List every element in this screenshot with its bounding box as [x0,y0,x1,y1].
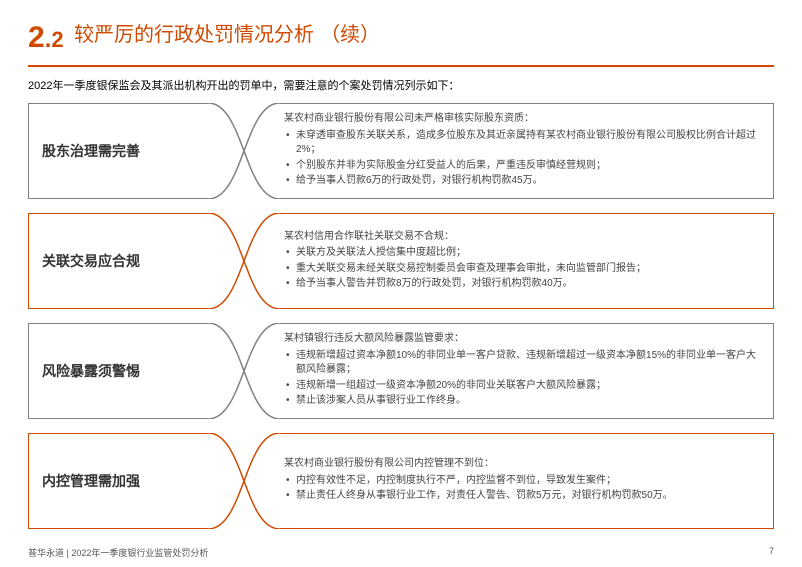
connector [208,433,280,529]
title-cont: （续） [320,18,380,47]
case-bullet: 给予当事人罚款6万的行政处罚，对银行机构罚款45万。 [296,174,762,189]
case-lead: 某农村信用合作联社关联交易不合规： [284,230,762,245]
case-bullet-list: 关联方及关联法人授信集中度超比例；重大关联交易未经关联交易控制委员会审查及理事会… [284,246,762,293]
case-label-text: 风险暴露须警惕 [42,361,140,381]
header: 2.2 较严厉的行政处罚情况分析（续） [0,0,802,61]
case-label: 内控管理需加强 [28,433,208,529]
blocks-container: 股东治理需完善 某农村商业银行股份有限公司未严格审核实际股东资质： 未穿透审查股东关… [28,103,774,529]
case-bullet: 重大关联交易未经关联交易控制委员会审查及理事会审批，未向监管部门报告； [296,262,762,277]
case-content: 某农村商业银行股份有限公司内控管理不到位： 内控有效性不足，内控制度执行不严，内控… [280,433,774,529]
case-label-text: 关联交易应合规 [42,251,140,271]
case-bullet: 禁止该涉案人员从事银行业工作终身。 [296,394,762,409]
case-content: 某农村信用合作联社关联交易不合规：关联方及关联法人授信集中度超比例；重大关联交易… [280,213,774,309]
footer-left: 普华永道 | 2022年一季度银行业监管处罚分析 [28,546,208,559]
case-label: 风险暴露须警惕 [28,323,208,419]
case-block: 风险暴露须警惕 某村镇银行违反大额风险暴露监管要求： 违规新增超过资本净额10%的非… [28,323,774,419]
case-label: 股东治理需完善 [28,103,208,199]
case-bullet-list: 违规新增超过资本净额10%的非同业单一客户贷款、违规新增超过一级资本净额15%的… [284,349,762,410]
case-lead: 某村镇银行违反大额风险暴露监管要求： [284,332,762,347]
case-content-wrap: 某农村商业银行股份有限公司内控管理不到位： 内控有效性不足，内控制度执行不严，内控… [280,433,774,529]
title-main: 较严厉的行政处罚情况分析 [74,18,314,47]
case-label-text: 股东治理需完善 [42,141,140,161]
case-lead: 某农村商业银行股份有限公司未严格审核实际股东资质： [284,112,762,127]
page-number: 7 [769,546,774,559]
footer: 普华永道 | 2022年一季度银行业监管处罚分析 7 [28,546,774,559]
case-block: 内控管理需加强 某农村商业银行股份有限公司内控管理不到位： 内控有效性不足，内控制度… [28,433,774,529]
case-lead: 某农村商业银行股份有限公司内控管理不到位： [284,457,762,472]
case-bullet: 个别股东并非为实际股金分红受益人的后果，严重违反审慎经营规则； [296,159,762,174]
intro-text: 2022年一季度银保监会及其派出机构开出的罚单中，需要注意的个案处罚情况列示如下… [28,77,774,93]
case-bullet: 违规新增超过资本净额10%的非同业单一客户贷款、违规新增超过一级资本净额15%的… [296,349,762,378]
num-major: 2 [28,21,45,54]
header-rule [28,65,774,67]
connector [208,213,280,309]
case-bullet: 给予当事人警告并罚款8万的行政处罚，对银行机构罚款40万。 [296,277,762,292]
case-content: 某农村商业银行股份有限公司未严格审核实际股东资质： 未穿透审查股东关联关系，造成多… [280,103,774,199]
connector [208,323,280,419]
case-bullet-list: 未穿透审查股东关联关系，造成多位股东及其近亲属持有某农村商业银行股份有限公司股权… [284,129,762,190]
case-bullet: 关联方及关联法人授信集中度超比例； [296,246,762,261]
case-bullet: 违规新增一组超过一级资本净额20%的非同业关联客户大额风险暴露； [296,379,762,394]
num-minor: 2 [51,27,63,52]
case-content-wrap: 某农村商业银行股份有限公司未严格审核实际股东资质： 未穿透审查股东关联关系，造成多… [280,103,774,199]
case-bullet: 内控有效性不足，内控制度执行不严，内控监督不到位，导致发生案件； [296,474,762,489]
case-label-text: 内控管理需加强 [42,471,140,491]
case-bullet-list: 内控有效性不足，内控制度执行不严，内控监督不到位，导致发生案件；禁止责任人终身从… [284,474,762,505]
case-bullet: 禁止责任人终身从事银行业工作，对责任人警告、罚款5万元，对银行机构罚款50万。 [296,489,762,504]
section-number: 2.2 [28,21,64,55]
case-bullet: 未穿透审查股东关联关系，造成多位股东及其近亲属持有某农村商业银行股份有限公司股权… [296,129,762,158]
case-block: 关联交易应合规 某农村信用合作联社关联交易不合规：关联方及关联法人授信集中度超比例… [28,213,774,309]
case-block: 股东治理需完善 某农村商业银行股份有限公司未严格审核实际股东资质： 未穿透审查股东关… [28,103,774,199]
case-label: 关联交易应合规 [28,213,208,309]
connector [208,103,280,199]
case-content-wrap: 某村镇银行违反大额风险暴露监管要求： 违规新增超过资本净额10%的非同业单一客户贷… [280,323,774,419]
case-content-wrap: 某农村信用合作联社关联交易不合规：关联方及关联法人授信集中度超比例；重大关联交易… [280,213,774,309]
case-content: 某村镇银行违反大额风险暴露监管要求： 违规新增超过资本净额10%的非同业单一客户贷… [280,323,774,419]
